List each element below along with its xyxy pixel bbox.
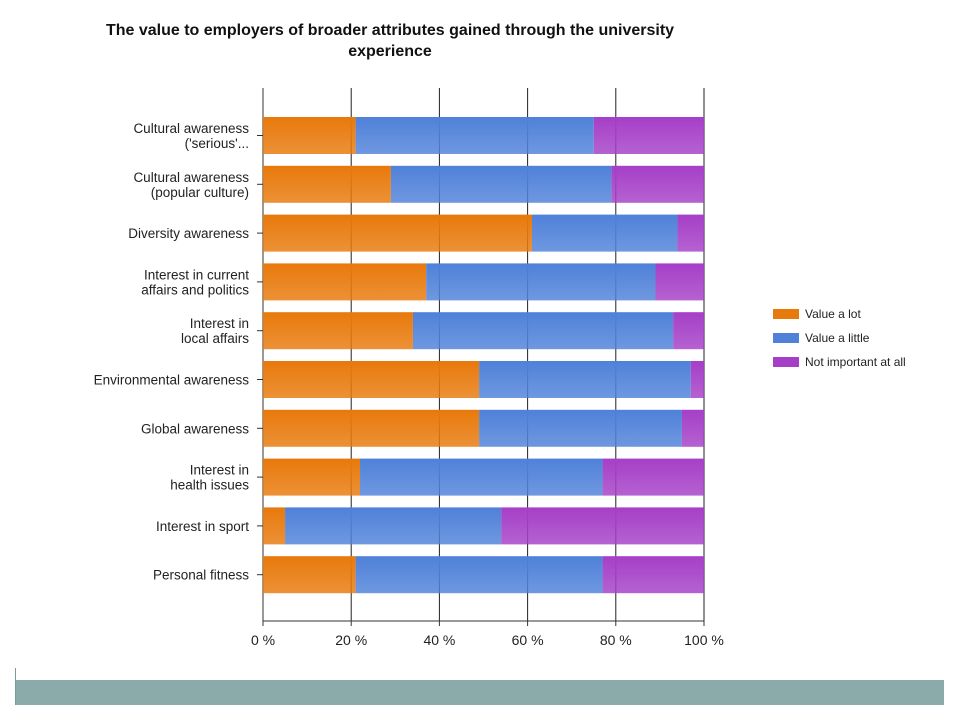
category-label: Cultural awareness ('serious'... — [133, 121, 249, 151]
bar-not-important-at-all-5 — [690, 361, 704, 398]
legend-label-value-a-lot: Value a lot — [805, 307, 861, 321]
chart-legend: Value a lot Value a little Not important… — [773, 302, 906, 374]
bar-not-important-at-all-2 — [677, 214, 704, 252]
legend-label-not-important: Not important at all — [805, 355, 906, 369]
legend-swatch-value-a-little — [773, 333, 799, 343]
bar-value-a-lot-9 — [263, 556, 356, 594]
bar-value-a-little-2 — [532, 214, 678, 252]
bar-value-a-little-9 — [355, 556, 603, 594]
bar-not-important-at-all-0 — [593, 117, 704, 154]
x-tick-label: 80 % — [600, 632, 632, 648]
x-tick-label: 100 % — [684, 632, 724, 648]
footer-bar — [16, 680, 944, 705]
bar-not-important-at-all-7 — [602, 458, 704, 496]
bar-not-important-at-all-9 — [602, 556, 704, 594]
category-label: Personal fitness — [153, 568, 249, 583]
bar-value-a-lot-0 — [263, 117, 356, 154]
bar-value-a-little-3 — [426, 263, 656, 301]
bar-value-a-little-1 — [390, 165, 612, 203]
legend-label-value-a-little: Value a little — [805, 331, 870, 345]
x-tick-label: 20 % — [335, 632, 367, 648]
bar-value-a-lot-6 — [263, 409, 480, 447]
bar-value-a-lot-7 — [263, 458, 361, 496]
bar-not-important-at-all-1 — [611, 165, 704, 203]
category-label: Global awareness — [141, 421, 249, 436]
bar-value-a-lot-3 — [263, 263, 427, 301]
bar-value-a-little-4 — [412, 312, 674, 350]
category-label: Interest in local affairs — [181, 316, 249, 346]
x-tick-label: 40 % — [423, 632, 455, 648]
bar-value-a-lot-4 — [263, 312, 413, 350]
legend-swatch-not-important — [773, 357, 799, 367]
bar-value-a-little-8 — [285, 507, 502, 545]
category-label: Interest in health issues — [170, 463, 249, 493]
category-label: Diversity awareness — [128, 226, 249, 241]
legend-item-value-a-little: Value a little — [773, 326, 906, 350]
bar-not-important-at-all-3 — [655, 263, 704, 301]
category-label: Interest in sport — [156, 519, 249, 534]
bar-value-a-little-6 — [479, 409, 682, 447]
legend-item-value-a-lot: Value a lot — [773, 302, 906, 326]
bar-not-important-at-all-8 — [501, 507, 704, 545]
bar-value-a-lot-2 — [263, 214, 533, 252]
bar-value-a-little-7 — [360, 458, 603, 496]
bar-value-a-little-5 — [479, 361, 691, 398]
legend-item-not-important: Not important at all — [773, 350, 906, 374]
chart-title: The value to employers of broader attrib… — [105, 22, 675, 60]
bar-value-a-little-0 — [355, 117, 594, 154]
bar-not-important-at-all-4 — [673, 312, 704, 350]
footer-left-rule — [15, 668, 16, 705]
category-label: Environmental awareness — [94, 373, 250, 388]
bar-value-a-lot-8 — [263, 507, 286, 545]
bar-value-a-lot-1 — [263, 165, 391, 203]
legend-swatch-value-a-lot — [773, 309, 799, 319]
category-label: Interest in current affairs and politics — [141, 267, 249, 297]
x-tick-label: 0 % — [251, 632, 275, 648]
bar-not-important-at-all-6 — [681, 409, 704, 447]
category-label: Cultural awareness (popular culture) — [133, 170, 249, 200]
x-tick-label: 60 % — [512, 632, 544, 648]
bar-value-a-lot-5 — [263, 361, 480, 398]
